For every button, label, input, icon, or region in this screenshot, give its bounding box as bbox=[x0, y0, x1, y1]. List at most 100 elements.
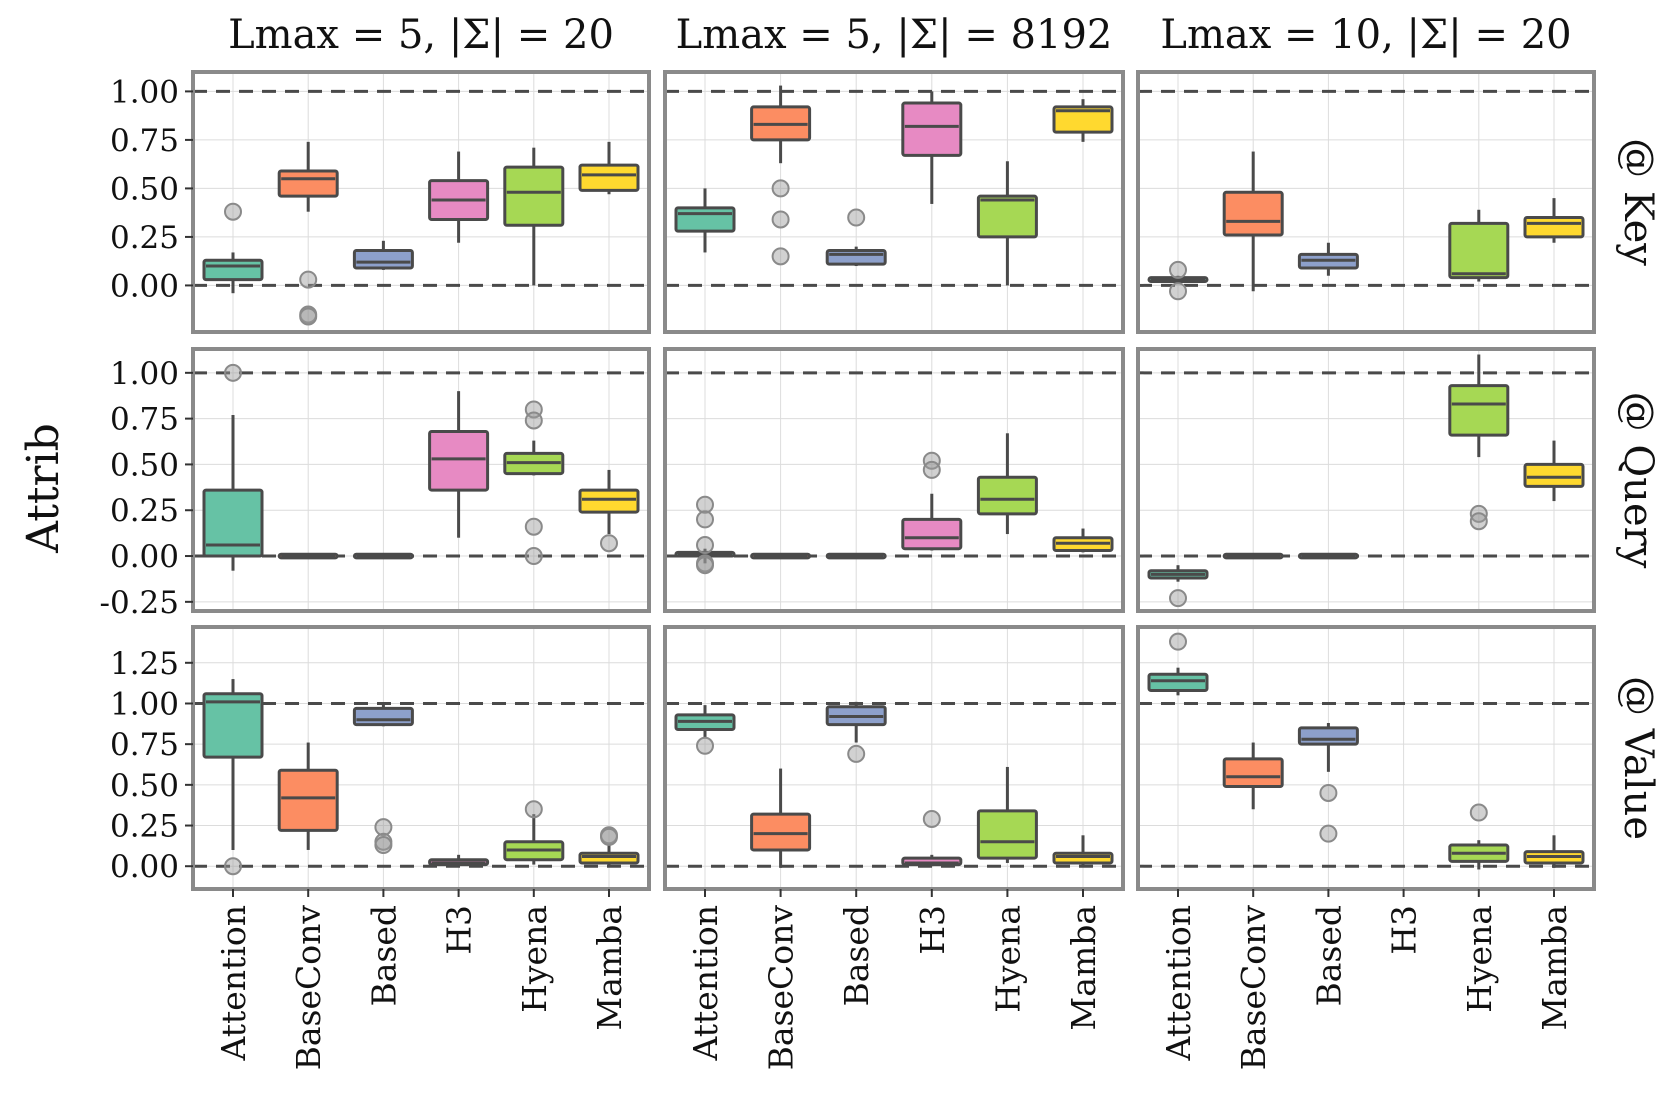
box-based-query-c3 bbox=[1297, 552, 1359, 560]
outlier-point bbox=[922, 460, 941, 479]
x-tick-label: BaseConv bbox=[289, 905, 328, 1071]
outlier-point bbox=[524, 411, 543, 430]
x-tick-label: Attention bbox=[686, 905, 725, 1062]
iqr-box bbox=[578, 488, 640, 514]
outlier-point bbox=[600, 534, 618, 553]
y-tick-label: 0.00 bbox=[110, 849, 179, 885]
box-baseconv-value-c1 bbox=[277, 742, 339, 850]
outlier-point bbox=[696, 556, 714, 575]
outlier-point bbox=[524, 800, 543, 819]
box-based-key-c3 bbox=[1297, 242, 1359, 276]
box-hyena-key-c3 bbox=[1448, 209, 1510, 282]
panel-frame-value-c2 bbox=[663, 625, 1125, 891]
box-attention-query-c2 bbox=[674, 495, 736, 575]
box-baseconv-query-c3 bbox=[1222, 552, 1284, 560]
row-label-query: @ Query bbox=[1615, 392, 1661, 569]
iqr-box bbox=[352, 249, 414, 270]
iqr-box bbox=[1147, 672, 1209, 692]
iqr-box bbox=[578, 851, 640, 865]
box-attention-query-c1 bbox=[202, 363, 264, 571]
row-label-key: @ Key bbox=[1615, 138, 1661, 266]
y-tick-label: 1.00 bbox=[110, 356, 179, 392]
y-tick-label: 0.75 bbox=[110, 402, 179, 438]
iqr-box bbox=[976, 475, 1038, 516]
box-attention-key-c3 bbox=[1147, 260, 1209, 301]
outlier-point bbox=[847, 744, 866, 763]
box-hyena-query-c1 bbox=[503, 400, 565, 566]
box-mamba-query-c2 bbox=[1052, 528, 1114, 553]
iqr-box bbox=[976, 194, 1038, 239]
box-hyena-value-c1 bbox=[503, 800, 565, 865]
y-tick-label: 0.75 bbox=[110, 123, 179, 159]
column-title-c3: Lmax = 10, |Σ| = 20 bbox=[1160, 12, 1571, 58]
box-mamba-value-c3 bbox=[1523, 835, 1585, 868]
box-attention-query-c3 bbox=[1147, 565, 1209, 608]
iqr-box bbox=[503, 165, 565, 227]
y-tick-label: 0.00 bbox=[110, 539, 179, 575]
outlier-point bbox=[1469, 512, 1488, 531]
iqr-box bbox=[202, 692, 264, 759]
x-tick-label: Mamba bbox=[590, 905, 629, 1031]
box-mamba-key-c2 bbox=[1052, 99, 1114, 142]
iqr-box bbox=[202, 488, 264, 558]
outlier-point bbox=[1169, 282, 1187, 301]
box-based-key-c2 bbox=[825, 208, 887, 267]
outlier-point bbox=[696, 536, 714, 555]
x-tick-label: Based bbox=[364, 905, 403, 1007]
iqr-box bbox=[202, 258, 264, 282]
iqr-box bbox=[750, 812, 812, 852]
outlier-point bbox=[696, 495, 714, 514]
y-tick-label: 1.00 bbox=[110, 74, 179, 110]
outlier-point bbox=[1469, 803, 1488, 822]
x-tick-label: Based bbox=[1309, 905, 1348, 1007]
outlier-point bbox=[224, 857, 242, 876]
iqr-box bbox=[901, 517, 963, 551]
iqr-box bbox=[1052, 851, 1114, 865]
iqr-box bbox=[277, 169, 339, 198]
column-title-c1: Lmax = 5, |Σ| = 20 bbox=[228, 12, 614, 58]
box-h3-key-c2 bbox=[901, 91, 963, 204]
outlier-point bbox=[224, 202, 242, 221]
box-hyena-key-c1 bbox=[503, 147, 565, 286]
box-attention-key-c2 bbox=[674, 188, 736, 253]
box-based-key-c1 bbox=[352, 240, 414, 270]
outlier-point bbox=[374, 818, 393, 837]
box-h3-value-c1 bbox=[428, 854, 490, 867]
y-tick-label: 0.25 bbox=[110, 220, 179, 256]
iqr-box bbox=[1523, 462, 1585, 488]
box-h3-key-c1 bbox=[428, 151, 490, 243]
outlier-point bbox=[771, 247, 790, 266]
y-tick-label: 0.50 bbox=[110, 447, 179, 483]
box-mamba-query-c3 bbox=[1523, 440, 1585, 502]
outlier-point bbox=[1169, 260, 1187, 279]
box-hyena-query-c2 bbox=[976, 433, 1038, 535]
iqr-box bbox=[1222, 190, 1284, 237]
x-tick-label: Attention bbox=[1159, 905, 1198, 1062]
panel-frame-key-c3 bbox=[1136, 70, 1596, 334]
y-tick-label: 1.25 bbox=[110, 646, 179, 682]
x-tick-label: Based bbox=[837, 905, 876, 1007]
panel-frame-query-c2 bbox=[663, 347, 1125, 613]
outlier-point bbox=[1169, 589, 1187, 608]
x-tick-label: BaseConv bbox=[1234, 905, 1273, 1071]
box-baseconv-query-c1 bbox=[277, 552, 339, 560]
box-baseconv-key-c1 bbox=[277, 141, 339, 326]
box-attention-key-c1 bbox=[202, 202, 264, 294]
outlier-point bbox=[600, 827, 618, 846]
outlier-point bbox=[696, 736, 714, 755]
y-axis-label: Attrib bbox=[18, 423, 69, 554]
box-mamba-key-c3 bbox=[1523, 198, 1585, 243]
box-attention-value-c3 bbox=[1147, 632, 1209, 696]
box-attention-value-c1 bbox=[202, 679, 264, 876]
iqr-box bbox=[578, 163, 640, 192]
panel-frame-query-c3 bbox=[1136, 347, 1596, 613]
y-tick-label: -0.25 bbox=[100, 585, 180, 621]
box-h3-query-c2 bbox=[901, 451, 963, 551]
box-hyena-key-c2 bbox=[976, 161, 1038, 286]
iqr-box bbox=[428, 429, 490, 492]
x-tick-label: Hyena bbox=[515, 905, 554, 1013]
outlier-point bbox=[299, 270, 318, 289]
iqr-box bbox=[901, 101, 963, 157]
box-baseconv-value-c2 bbox=[750, 768, 812, 868]
panel-frame-query-c1 bbox=[191, 347, 651, 613]
